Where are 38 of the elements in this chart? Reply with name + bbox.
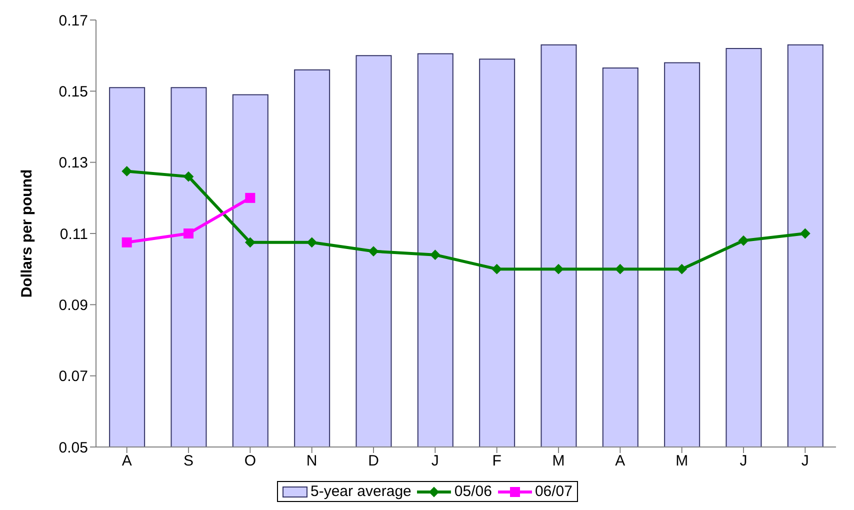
point (800, 228, 810, 238)
y-tick-label: 0.09 (58, 296, 88, 314)
x-tick-label: A (122, 452, 132, 470)
x-tick-label: M (552, 452, 565, 470)
y-axis-title: Dollars per pound (18, 169, 36, 298)
point (368, 246, 378, 256)
legend-label: 06/07 (534, 483, 572, 500)
point (122, 166, 132, 176)
y-tick-label: 0.05 (58, 439, 88, 456)
x-tick-label: S (183, 452, 194, 470)
point (306, 237, 317, 248)
point (492, 264, 502, 274)
x-tick-label: M (676, 452, 688, 470)
x-tick-label: J (801, 452, 809, 470)
point (554, 264, 564, 274)
point (122, 237, 132, 248)
x-tick-label: J (740, 452, 748, 470)
point (245, 237, 256, 248)
x-tick-label: A (615, 452, 626, 470)
y-tick-label: 0.17 (58, 12, 88, 30)
point (184, 172, 194, 182)
y-tick-label: 0.15 (58, 83, 88, 100)
x-tick-label: D (368, 452, 380, 470)
x-tick-label: F (492, 452, 502, 470)
point (738, 236, 748, 246)
point (676, 264, 687, 274)
point (245, 192, 256, 203)
y-tick-label: 0.11 (60, 226, 88, 243)
point (430, 250, 440, 260)
point (615, 264, 626, 274)
point (184, 228, 194, 238)
x-tick-label: J (431, 452, 439, 470)
legend-label: 5-year average (310, 483, 412, 500)
x-tick-label: N (306, 452, 318, 470)
legend-label: 05/06 (454, 483, 492, 500)
y-tick-label: 0.07 (58, 368, 88, 386)
y-tick-label: 0.13 (58, 154, 88, 172)
x-tick-label: O (244, 452, 256, 470)
